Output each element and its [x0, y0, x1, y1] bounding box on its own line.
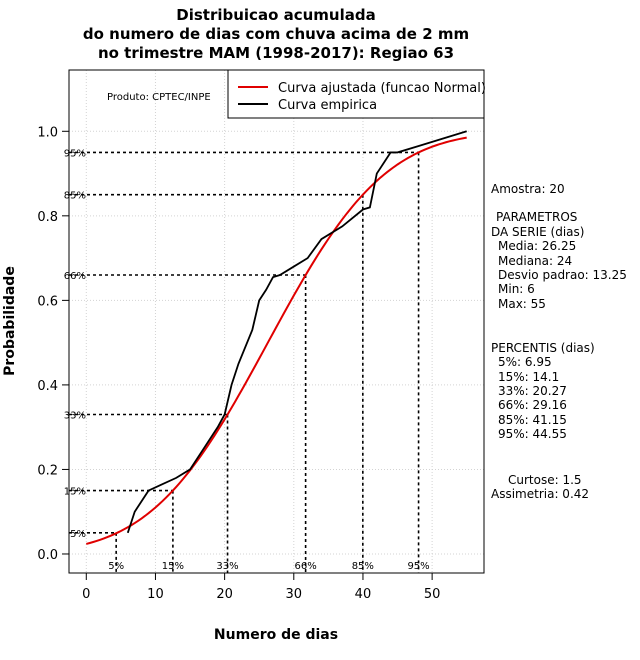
percentile-y-label-1: 15% — [64, 487, 86, 498]
y-tick-label-0: 0.0 — [37, 548, 58, 563]
stat-p33: 33%: 20.27 — [498, 384, 567, 398]
legend-label-fitted: Curva ajustada (funcao Normal) — [278, 81, 486, 96]
producer-label: Produto: CPTEC/INPE — [107, 92, 211, 103]
percentile-x-label-1: 15% — [162, 561, 184, 572]
stat-max: Max: 55 — [498, 297, 546, 311]
x-tick-label-3: 30 — [286, 587, 303, 602]
stat-param-title-2: DA SERIE (dias) — [491, 225, 584, 239]
percentile-y-label-3: 66% — [64, 271, 86, 282]
legend-label-empirical: Curva empirica — [278, 98, 377, 113]
stat-min: Min: 6 — [498, 282, 535, 296]
percentile-x-label-3: 66% — [295, 561, 317, 572]
percentile-y-label-5: 95% — [64, 148, 86, 159]
stat-amostra: Amostra: 20 — [491, 182, 565, 196]
y-tick-label-3: 0.6 — [37, 294, 58, 309]
x-tick-label-5: 50 — [424, 587, 441, 602]
stat-curtose: Curtose: 1.5 — [508, 473, 582, 487]
grid-lines — [69, 70, 484, 573]
percentile-y-label-0: 5% — [70, 529, 86, 540]
percentile-x-label-0: 5% — [108, 561, 124, 572]
x-axis: 0 10 20 30 40 50 — [82, 573, 440, 602]
percentile-x-label-2: 33% — [216, 561, 238, 572]
y-tick-label-1: 0.2 — [37, 463, 58, 478]
percentile-x-label-4: 85% — [352, 561, 374, 572]
chart-title-line-3: no trimestre MAM (1998-2017): Regiao 63 — [98, 44, 454, 62]
series-lines — [86, 130, 467, 545]
stat-assimetria: Assimetria: 0.42 — [491, 487, 589, 501]
x-tick-label-4: 40 — [355, 587, 372, 602]
y-axis: 0.0 0.2 0.4 0.6 0.8 1.0 — [37, 125, 69, 563]
stat-perc-title: PERCENTIS (dias) — [491, 341, 595, 355]
chart-title-line-1: Distribuicao acumulada — [176, 6, 375, 24]
x-tick-label-0: 0 — [82, 587, 90, 602]
stat-p5: 5%: 6.95 — [498, 355, 552, 369]
y-tick-label-2: 0.4 — [37, 379, 58, 394]
percentile-y-label-2: 33% — [64, 410, 86, 421]
stats-panel: Amostra: 20 PARAMETROS DA SERIE (dias) M… — [491, 182, 627, 501]
legend-box — [227, 69, 485, 119]
y-axis-title: Probabilidade — [2, 266, 18, 376]
y-tick-label-5: 1.0 — [37, 125, 58, 140]
stat-p66: 66%: 29.16 — [498, 398, 567, 412]
fitted-normal-curve — [86, 136, 467, 545]
stat-p15: 15%: 14.1 — [498, 370, 559, 384]
stat-mediana: Mediana: 24 — [498, 254, 572, 268]
stat-desvio: Desvio padrao: 13.25 — [498, 268, 627, 282]
stat-p95: 95%: 44.55 — [498, 427, 567, 441]
stat-p85: 85%: 41.15 — [498, 413, 567, 427]
stat-param-title-1: PARAMETROS — [496, 210, 577, 224]
percentile-lines: 5% 5% 15% 15% 33% 33% 66% 66% 85% 85% 95% 95% — [64, 148, 430, 573]
empirical-curve-0 — [126, 130, 467, 534]
percentile-y-label-4: 85% — [64, 191, 86, 202]
x-tick-label-1: 10 — [147, 587, 164, 602]
legend: Curva ajustada (funcao Normal) Curva emp… — [227, 69, 486, 119]
x-axis-title: Numero de dias — [214, 627, 338, 643]
percentile-x-label-5: 95% — [407, 561, 429, 572]
y-tick-label-4: 0.8 — [37, 210, 58, 225]
stat-media: Media: 26.25 — [498, 239, 576, 253]
x-tick-label-2: 20 — [216, 587, 233, 602]
chart-title-line-2: do numero de dias com chuva acima de 2 m… — [83, 25, 469, 43]
